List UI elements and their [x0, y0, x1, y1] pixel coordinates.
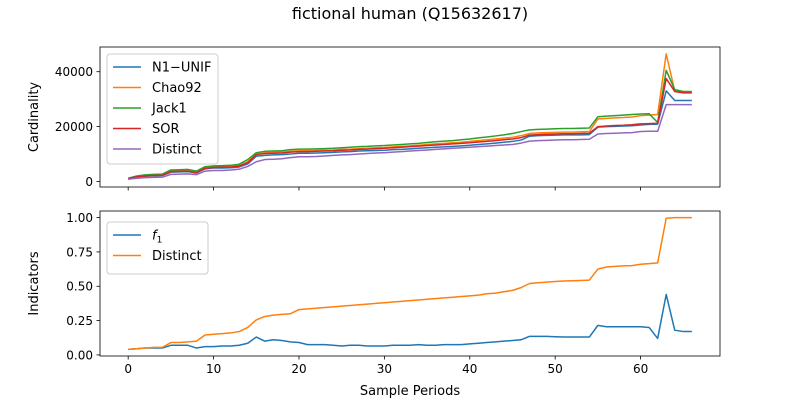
indicators-legend: f1 Distinct: [106, 221, 209, 275]
cardinality-legend-label-chao92: Chao92: [152, 81, 202, 96]
indicators-x-tick-label: 40: [462, 362, 477, 376]
cardinality-series-line-distinct: [128, 103, 692, 181]
cardinality-y-tick-label: 20000: [55, 120, 93, 134]
cardinality-y-tick-label: 40000: [55, 65, 93, 79]
cardinality-axes-frame: [99, 46, 721, 188]
cardinality-legend-label-jack1: Jack1: [151, 102, 187, 117]
indicators-chart: 0 10 20 30 40 50 60 0.00 0.25 0.50 0.75 1.00 Indicat…: [27, 210, 721, 399]
indicators-series-line-f: [128, 293, 692, 351]
cardinality-legend-label-sor: SOR: [152, 122, 180, 137]
cardinality-y-tick-label: 0: [85, 175, 93, 189]
indicators-legend-box: [106, 221, 209, 275]
indicators-x-tick-label: 10: [206, 362, 221, 376]
cardinality-series-line-jack1: [127, 69, 692, 179]
cardinality-y-axis-label: Cardinality: [27, 82, 42, 153]
cardinality-chart: 0 20000 40000 Cardinality N1−UNIF Chao92 Jack1…: [27, 46, 721, 191]
indicators-x-axis-label: Sample Periods: [360, 384, 460, 399]
indicators-x-tick-label: 50: [548, 362, 563, 376]
indicators-y-tick-label: 1.00: [66, 211, 93, 225]
indicators-x-tick-label: 30: [377, 362, 392, 376]
cardinality-legend-label-n1-unif: N1−UNIF: [152, 61, 211, 76]
indicators-y-tick-label: 0.75: [66, 245, 93, 259]
cardinality-legend: N1−UNIF Chao92 Jack1 SOR Distinct: [106, 53, 219, 165]
indicators-y-tick-label: 0.25: [66, 314, 93, 328]
figure-title: fictional human (Q15632617): [292, 4, 528, 23]
indicators-x-tick-label: 60: [633, 362, 648, 376]
indicators-series-line-distinct: [128, 216, 692, 351]
cardinality-legend-label-distinct: Distinct: [152, 143, 202, 158]
indicators-axes-frame: [99, 210, 721, 357]
indicators-y-axis-label: Indicators: [27, 251, 42, 315]
indicators-legend-label-f: f1: [152, 229, 162, 246]
cardinality-legend-box: [106, 53, 219, 165]
indicators-y-tick-label: 0.50: [66, 280, 93, 294]
indicators-x-tick-label: 0: [124, 362, 132, 376]
indicators-x-tick-label: 20: [291, 362, 306, 376]
cardinality-series-line-sor: [128, 77, 692, 180]
indicators-y-tick-label: 0.00: [66, 348, 93, 362]
indicators-legend-label-distinct: Distinct: [152, 249, 202, 264]
